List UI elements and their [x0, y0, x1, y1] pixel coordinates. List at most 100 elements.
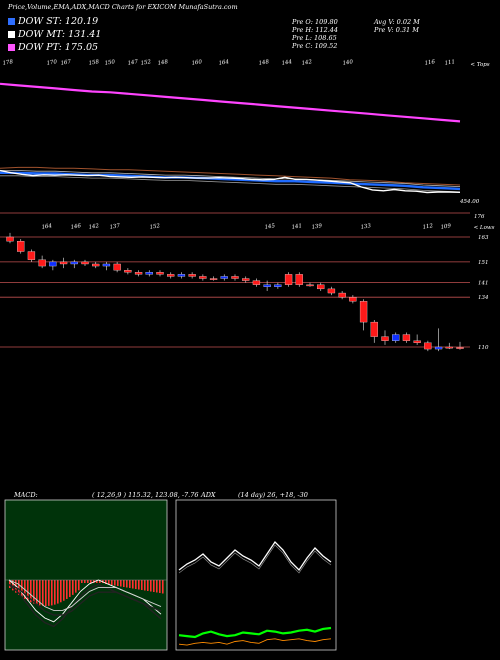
- low-label: 146: [70, 223, 82, 231]
- legend-label-st: DOW ST: 120.19: [18, 16, 99, 27]
- lows-labels: 164 146 142 137 152 145 141 139 133 112 109 < Lows: [41, 223, 494, 231]
- candle-body: [6, 236, 14, 242]
- macd-hist-bar: [39, 580, 41, 606]
- candle-body: [317, 284, 325, 290]
- macd-label: MACD:: [14, 491, 38, 499]
- volume-stats: Avg V: 0.02 M Pre V: 0.31 M: [374, 18, 420, 34]
- top-label: 170: [46, 59, 58, 67]
- top-label: 147: [127, 59, 139, 67]
- legend-item-pt: DOW PT: 175.05: [8, 42, 101, 53]
- price-tick: 134: [478, 295, 489, 301]
- signal-shadow: [8, 583, 162, 616]
- adx-chart: [175, 499, 337, 651]
- adx-label: ADX: [201, 491, 216, 499]
- top-label: 158: [88, 59, 100, 67]
- candle-body: [177, 274, 186, 277]
- candle-body: [263, 284, 271, 287]
- candle-body: [456, 347, 464, 349]
- plus-di-line: [178, 638, 332, 646]
- macd-hist-bar: [144, 580, 146, 591]
- macd-hist-bar: [30, 580, 32, 603]
- macd-hist-bar: [36, 580, 38, 605]
- ema-lines: [0, 82, 470, 214]
- macd-hist-bar: [21, 580, 23, 597]
- top-label: 178: [2, 59, 14, 67]
- candle-body: [402, 334, 411, 341]
- top-label: 160: [191, 59, 203, 67]
- low-label: 133: [360, 223, 372, 231]
- macd-hist-bar: [78, 580, 80, 591]
- macd-hist-bar: [159, 580, 161, 593]
- top-label: 142: [301, 59, 313, 67]
- low-label: 152: [149, 223, 161, 231]
- macd-hist-bar: [75, 580, 77, 593]
- candle-body: [17, 241, 25, 252]
- candle-body: [274, 284, 282, 287]
- legend-swatch-st: [8, 18, 15, 25]
- macd-hist-bar: [150, 580, 152, 592]
- candle-body: [124, 270, 132, 273]
- price-label-176: 176: [474, 214, 485, 220]
- macd-hist-bar: [162, 580, 164, 594]
- candle-body: [199, 276, 207, 279]
- macd-hist-bar: [42, 580, 44, 606]
- legend-swatch-mt: [8, 31, 15, 38]
- macd-hist-bar: [69, 580, 71, 597]
- top-label: 152: [140, 59, 152, 67]
- price-tick: 163: [478, 235, 489, 241]
- candle-body: [327, 288, 336, 294]
- low-label: 139: [311, 223, 323, 231]
- macd-hist-bar: [114, 580, 116, 586]
- ema-band-upper: [0, 170, 461, 187]
- macd-hist-bar: [117, 580, 119, 586]
- candle-body: [413, 340, 421, 343]
- macd-hist-bar: [135, 580, 137, 589]
- macd-hist-bar: [126, 580, 128, 588]
- macd-hist-bar: [141, 580, 143, 590]
- macd-hist-bar: [66, 580, 68, 599]
- ema-long-line: [0, 82, 461, 123]
- tops-suffix: < Tops: [470, 62, 489, 68]
- macd-hist-bar: [87, 580, 89, 583]
- candle-body: [102, 263, 111, 267]
- candle-body: [295, 274, 303, 285]
- candle-body: [392, 334, 400, 341]
- signal-line: [8, 579, 162, 611]
- top-label: 150: [104, 59, 116, 67]
- price-tick: 151: [478, 260, 489, 266]
- lows-suffix: < Lows: [474, 225, 495, 231]
- candle-body: [445, 346, 453, 349]
- legend-item-mt: DOW MT: 131.41: [8, 29, 101, 40]
- low-label: 145: [264, 223, 276, 231]
- top-label: 144: [281, 59, 293, 67]
- macd-hist-bar: [60, 580, 62, 603]
- legend: DOW ST: 120.19 DOW MT: 131.41 DOW PT: 17…: [8, 16, 101, 53]
- candle-body: [27, 251, 36, 260]
- stat-low: Pre L: 108.65: [292, 34, 337, 42]
- price-line: [0, 169, 461, 194]
- macd-hist-bar: [81, 580, 83, 583]
- ohlc-stats: Pre O: 109.80 Pre H: 112.44 Pre L: 108.6…: [292, 18, 338, 50]
- macd-hist-bar: [18, 580, 20, 595]
- ema-mid-line: [0, 166, 461, 186]
- low-label: 141: [291, 223, 302, 231]
- macd-hist-bar: [132, 580, 134, 589]
- candle-body: [81, 261, 89, 265]
- macd-hist-bar: [108, 580, 110, 585]
- candle-body: [284, 274, 293, 285]
- macd-hist-bar: [129, 580, 131, 588]
- ema-short-line: [0, 171, 461, 191]
- adx-line: [178, 540, 332, 572]
- candle-body: [370, 321, 378, 337]
- candle-body: [188, 274, 196, 277]
- top-label: 140: [342, 59, 354, 67]
- low-label: 112: [422, 223, 434, 231]
- low-label: 109: [440, 223, 452, 231]
- candle-body: [434, 346, 443, 350]
- top-label: 111: [444, 59, 455, 67]
- legend-label-pt: DOW PT: 175.05: [18, 42, 99, 53]
- candle-body: [113, 263, 121, 271]
- macd-hist-bar: [156, 580, 158, 593]
- minus-di-line: [178, 626, 332, 639]
